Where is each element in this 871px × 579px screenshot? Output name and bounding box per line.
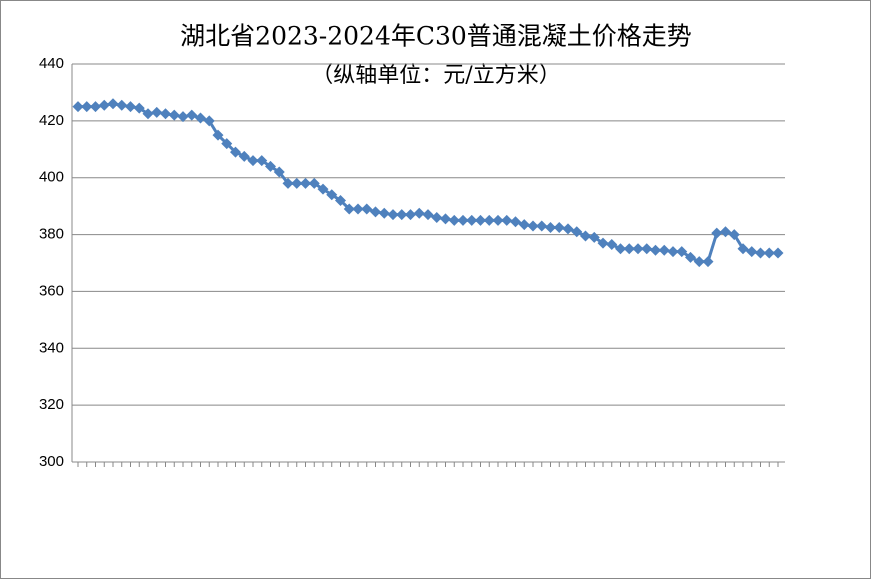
marker: [291, 177, 303, 189]
marker: [606, 239, 618, 251]
marker: [641, 243, 653, 255]
marker: [667, 246, 679, 258]
chart-subtitle: （纵轴单位：元/立方米）: [311, 63, 560, 88]
marker: [238, 150, 250, 162]
marker: [352, 203, 364, 215]
marker: [571, 226, 583, 238]
marker: [81, 101, 93, 113]
marker: [501, 214, 513, 226]
marker: [116, 99, 128, 111]
chart-title: 湖北省2023-2024年C30普通混凝土价格走势: [180, 22, 692, 51]
marker: [212, 129, 224, 141]
marker: [728, 229, 740, 241]
marker: [186, 109, 198, 121]
marker: [711, 227, 723, 239]
marker: [72, 101, 84, 113]
marker: [230, 146, 241, 158]
marker: [177, 111, 189, 123]
y-tick-label: 300: [39, 453, 64, 470]
marker: [527, 220, 539, 232]
marker: [282, 177, 294, 189]
marker: [326, 189, 338, 201]
marker: [273, 166, 285, 178]
marker: [247, 155, 259, 167]
marker: [343, 203, 355, 215]
marker: [440, 213, 451, 225]
marker: [685, 251, 696, 263]
marker: [317, 183, 329, 195]
marker: [107, 98, 119, 110]
marker: [588, 231, 600, 243]
y-tick-label: 360: [39, 282, 64, 299]
marker: [720, 226, 731, 238]
y-tick-label: 440: [39, 55, 64, 72]
marker: [632, 243, 644, 255]
marker: [405, 209, 416, 221]
marker: [448, 214, 460, 226]
marker: [133, 102, 145, 114]
marker: [623, 243, 635, 255]
marker: [151, 106, 163, 118]
marker: [142, 108, 154, 120]
marker: [90, 101, 101, 113]
marker: [693, 256, 705, 268]
marker: [650, 244, 661, 256]
marker: [510, 216, 521, 228]
marker: [396, 209, 408, 221]
marker: [536, 220, 548, 232]
marker: [553, 221, 565, 233]
marker: [431, 212, 443, 224]
marker: [378, 207, 390, 219]
y-tick-label: 420: [39, 112, 64, 129]
marker: [203, 115, 215, 127]
marker: [308, 177, 320, 189]
marker: [413, 207, 425, 219]
marker: [702, 256, 714, 268]
marker: [676, 246, 688, 258]
marker: [562, 223, 574, 235]
marker: [597, 237, 609, 249]
marker: [492, 214, 504, 226]
marker: [168, 109, 180, 121]
marker: [265, 160, 276, 172]
y-tick-label: 380: [39, 226, 64, 243]
marker: [763, 247, 775, 259]
marker: [361, 203, 373, 215]
marker: [755, 247, 766, 259]
marker: [545, 221, 556, 233]
marker: [125, 101, 136, 113]
marker: [772, 247, 784, 259]
marker: [615, 243, 626, 255]
marker: [335, 194, 346, 206]
marker: [422, 209, 434, 221]
marker: [746, 246, 758, 258]
marker: [475, 214, 486, 226]
marker: [580, 230, 591, 242]
marker: [387, 209, 399, 221]
y-tick-label: 320: [39, 396, 64, 413]
marker: [737, 243, 749, 255]
marker: [98, 99, 110, 111]
marker: [300, 177, 311, 189]
marker: [195, 112, 206, 124]
marker: [518, 219, 530, 231]
marker: [256, 155, 268, 167]
y-tick-label: 400: [39, 169, 64, 186]
marker: [483, 214, 495, 226]
marker: [466, 214, 478, 226]
y-tick-label: 340: [39, 339, 64, 356]
marker: [160, 108, 171, 120]
marker: [658, 244, 670, 256]
marker: [221, 138, 233, 150]
marker: [457, 214, 469, 226]
marker: [370, 206, 381, 218]
